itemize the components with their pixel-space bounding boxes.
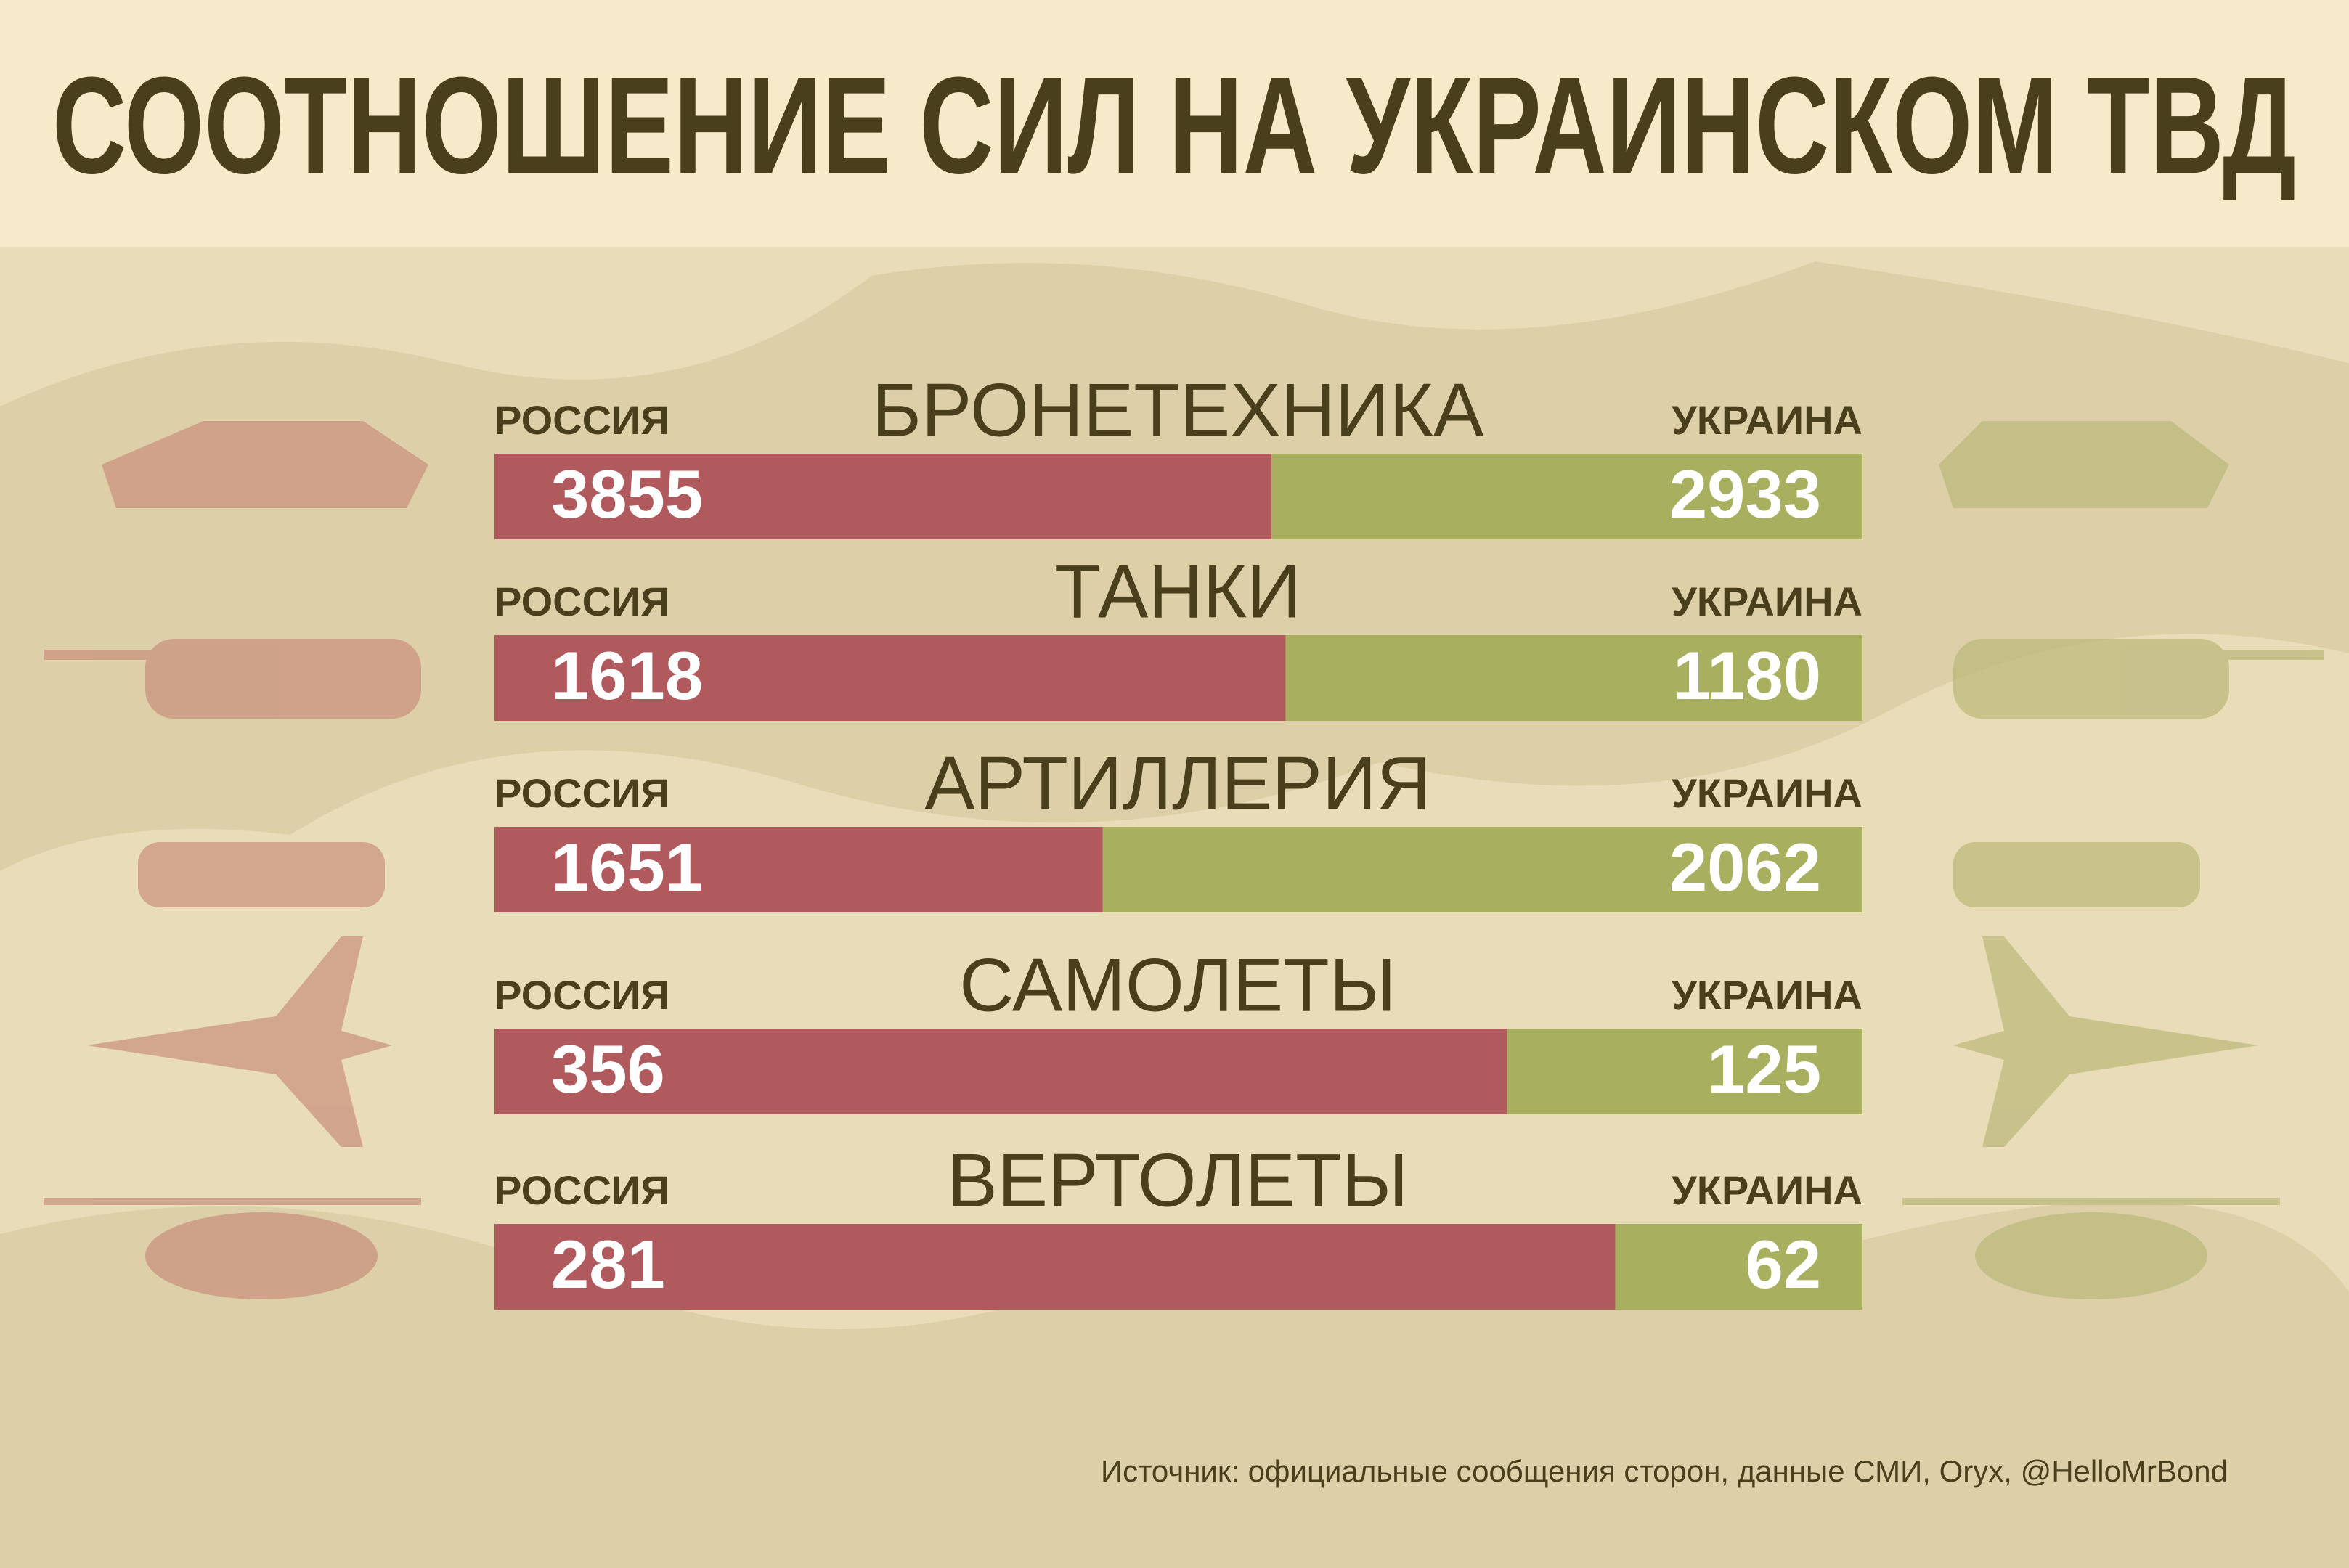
value-label: 2062: [1669, 829, 1821, 905]
artillery-silhouette: [1953, 842, 2200, 907]
bar: [494, 1224, 1616, 1310]
value-label: 125: [1707, 1031, 1821, 1107]
left-series-label: РОССИЯ: [494, 770, 670, 816]
bar: [1615, 1224, 1862, 1310]
value-label: 1180: [1673, 637, 1821, 714]
category-label: САМОЛЕТЫ: [959, 943, 1396, 1027]
right-series-label: УКРАИНА: [1672, 1167, 1862, 1213]
helicopter-silhouette: [1975, 1212, 2207, 1299]
chart-title: СООТНОШЕНИЕ СИЛ НА УКРАИНСКОМ ТВД: [52, 49, 2296, 203]
right-series-label: УКРАИНА: [1672, 972, 1862, 1018]
right-series-label: УКРАИНА: [1672, 579, 1862, 624]
plane-silhouette: [1953, 936, 2258, 1147]
rotor: [1902, 1198, 2280, 1205]
tank-gun: [44, 650, 218, 660]
left-series-label: РОССИЯ: [494, 397, 670, 443]
value-label: 1651: [551, 829, 703, 905]
russia-silhouettes: [44, 421, 428, 1299]
bar: [494, 635, 1286, 721]
value-label: 281: [551, 1226, 665, 1302]
left-series-label: РОССИЯ: [494, 579, 670, 624]
source-note: Источник: официальные сообщения сторон, …: [1101, 1454, 2228, 1488]
artillery-silhouette: [138, 842, 385, 907]
bar: [1102, 827, 1862, 912]
ukraine-silhouettes: [1902, 421, 2324, 1299]
plane-silhouette: [87, 936, 392, 1147]
apc-silhouette: [1939, 421, 2229, 508]
left-series-label: РОССИЯ: [494, 1167, 670, 1213]
category-label: АРТИЛЛЕРИЯ: [924, 741, 1430, 825]
right-series-label: УКРАИНА: [1672, 770, 1862, 816]
value-label: 1618: [551, 637, 703, 714]
bar: [1507, 1029, 1862, 1114]
right-series-label: УКРАИНА: [1672, 397, 1862, 443]
category-label: ТАНКИ: [1054, 550, 1301, 634]
bar: [1271, 454, 1862, 539]
bar: [494, 454, 1271, 539]
bar: [494, 827, 1103, 912]
value-label: 2933: [1669, 456, 1821, 532]
category-label: ВЕРТОЛЕТЫ: [947, 1138, 1408, 1222]
apc-silhouette: [102, 421, 428, 508]
category-label: БРОНЕТЕХНИКА: [872, 368, 1484, 452]
bar: [494, 1029, 1507, 1114]
bar: [1285, 635, 1862, 721]
value-label: 356: [551, 1031, 665, 1107]
value-label: 3855: [551, 456, 703, 532]
rotor: [44, 1198, 421, 1205]
header-band: [0, 0, 2349, 247]
left-series-label: РОССИЯ: [494, 972, 670, 1018]
value-label: 62: [1745, 1226, 1821, 1302]
helicopter-silhouette: [145, 1212, 378, 1299]
tank-gun: [2149, 650, 2324, 660]
